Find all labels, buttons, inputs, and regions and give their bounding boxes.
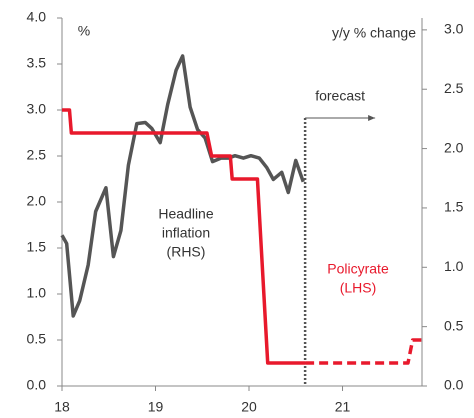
y2-tick-label: 2.0	[444, 139, 464, 155]
y-tick-label: 3.0	[27, 101, 47, 117]
series-label: inflation	[162, 225, 210, 241]
series-label: (LHS)	[340, 280, 377, 296]
y-tick-label: 0.5	[27, 331, 47, 347]
y2-tick-label: 1.5	[444, 199, 464, 215]
y-tick-label: 3.5	[27, 55, 47, 71]
y-tick-label: 1.5	[27, 239, 47, 255]
y-tick-label: 4.0	[27, 9, 47, 25]
y-tick-label: 2.5	[27, 147, 47, 163]
y-tick-label: 2.0	[27, 193, 47, 209]
y2-tick-label: 1.0	[444, 258, 464, 274]
series-label: (RHS)	[167, 244, 206, 260]
y2-tick-label: 0.5	[444, 317, 464, 333]
series-line	[305, 338, 422, 365]
y2-axis-label: y/y % change	[332, 25, 416, 41]
series-label: Headline	[158, 206, 213, 222]
y-tick-label: 1.0	[27, 285, 47, 301]
y-tick-label: 0.0	[27, 377, 47, 393]
y2-tick-label: 2.5	[444, 80, 464, 96]
x-tick-label: 19	[148, 399, 164, 415]
forecast-label: forecast	[315, 88, 365, 104]
x-tick-label: 20	[241, 399, 257, 415]
y-axis-label: %	[78, 23, 90, 39]
series-line	[60, 54, 305, 318]
series-label: Policyrate	[327, 261, 389, 277]
y2-tick-label: 3.0	[444, 21, 464, 37]
x-tick-label: 18	[54, 399, 70, 415]
x-tick-label: 21	[335, 399, 351, 415]
y2-tick-label: 0.0	[444, 377, 464, 393]
series-line	[62, 108, 306, 365]
